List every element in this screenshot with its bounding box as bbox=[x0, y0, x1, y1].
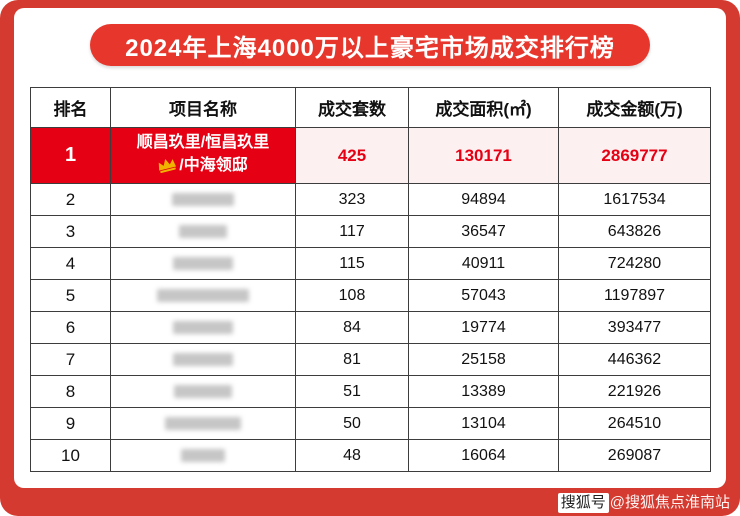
amount-cell: 1197897 bbox=[558, 279, 711, 312]
units-cell: 425 bbox=[295, 127, 409, 184]
units-cell: 117 bbox=[295, 215, 409, 248]
blurred-project-name bbox=[173, 320, 233, 334]
title-banner: 2024年上海4000万以上豪宅市场成交排行榜 bbox=[90, 24, 650, 66]
project-name-line2-wrap: /中海领邸 bbox=[115, 155, 291, 179]
amount-cell: 643826 bbox=[558, 215, 711, 248]
project-name-cell bbox=[110, 375, 296, 408]
table-row: 7 81 25158 446362 bbox=[30, 343, 711, 376]
units-cell: 50 bbox=[295, 407, 409, 440]
watermark: 搜狐号 @搜狐焦点淮南站 bbox=[557, 493, 730, 513]
ranking-card: 2024年上海4000万以上豪宅市场成交排行榜 排名 项目名称 成交套数 成交面… bbox=[14, 8, 726, 488]
area-cell: 57043 bbox=[408, 279, 559, 312]
project-name-cell bbox=[110, 407, 296, 440]
ranking-table: 排名 项目名称 成交套数 成交面积(㎡) 成交金额(万) 1 顺昌玖里/恒昌玖里 bbox=[30, 87, 711, 472]
header-row: 排名 项目名称 成交套数 成交面积(㎡) 成交金额(万) bbox=[30, 87, 711, 128]
area-cell: 13389 bbox=[408, 375, 559, 408]
project-name-cell bbox=[110, 279, 296, 312]
amount-cell: 2869777 bbox=[558, 127, 711, 184]
units-cell: 115 bbox=[295, 247, 409, 280]
area-cell: 16064 bbox=[408, 439, 559, 472]
amount-cell: 269087 bbox=[558, 439, 711, 472]
project-name-cell bbox=[110, 183, 296, 216]
crown-icon bbox=[156, 155, 180, 181]
units-cell: 51 bbox=[295, 375, 409, 408]
amount-cell: 446362 bbox=[558, 343, 711, 376]
table-row: 9 50 13104 264510 bbox=[30, 407, 711, 440]
watermark-badge: 搜狐号 bbox=[557, 493, 609, 513]
table-row: 10 48 16064 269087 bbox=[30, 439, 711, 472]
rank-cell: 6 bbox=[30, 311, 111, 344]
project-name-cell bbox=[110, 343, 296, 376]
project-name-cell bbox=[110, 215, 296, 248]
ranking-table-wrap: 排名 项目名称 成交套数 成交面积(㎡) 成交金额(万) 1 顺昌玖里/恒昌玖里 bbox=[30, 87, 711, 472]
table-row: 2 323 94894 1617534 bbox=[30, 183, 711, 216]
header-rank: 排名 bbox=[30, 87, 111, 128]
blurred-project-name bbox=[157, 288, 249, 302]
table-row: 5 108 57043 1197897 bbox=[30, 279, 711, 312]
table-row: 3 117 36547 643826 bbox=[30, 215, 711, 248]
project-name-line2: /中海领邸 bbox=[179, 156, 248, 174]
area-cell: 13104 bbox=[408, 407, 559, 440]
area-cell: 19774 bbox=[408, 311, 559, 344]
table-row: 8 51 13389 221926 bbox=[30, 375, 711, 408]
amount-cell: 221926 bbox=[558, 375, 711, 408]
project-name-cell bbox=[110, 311, 296, 344]
blurred-project-name bbox=[181, 448, 225, 462]
rank-cell: 9 bbox=[30, 407, 111, 440]
area-cell: 94894 bbox=[408, 183, 559, 216]
blurred-project-name bbox=[174, 384, 232, 398]
header-project-name: 项目名称 bbox=[110, 87, 296, 128]
watermark-text: @搜狐焦点淮南站 bbox=[609, 494, 730, 511]
table-row-rank1: 1 顺昌玖里/恒昌玖里 /中海领邸 bbox=[30, 127, 711, 184]
area-cell: 40911 bbox=[408, 247, 559, 280]
page-title: 2024年上海4000万以上豪宅市场成交排行榜 bbox=[125, 34, 615, 62]
units-cell: 84 bbox=[295, 311, 409, 344]
blurred-project-name bbox=[165, 416, 241, 430]
table-row: 4 115 40911 724280 bbox=[30, 247, 711, 280]
area-cell: 25158 bbox=[408, 343, 559, 376]
area-cell: 130171 bbox=[408, 127, 559, 184]
rank-cell: 1 bbox=[30, 127, 111, 184]
blurred-project-name bbox=[173, 352, 233, 366]
project-name-cell bbox=[110, 439, 296, 472]
rank-cell: 2 bbox=[30, 183, 111, 216]
header-amount: 成交金额(万) bbox=[558, 87, 711, 128]
blurred-project-name bbox=[173, 256, 233, 270]
amount-cell: 264510 bbox=[558, 407, 711, 440]
units-cell: 323 bbox=[295, 183, 409, 216]
table-row: 6 84 19774 393477 bbox=[30, 311, 711, 344]
project-name-cell: 顺昌玖里/恒昌玖里 /中海领邸 bbox=[110, 127, 296, 184]
rank-cell: 10 bbox=[30, 439, 111, 472]
header-units-sold: 成交套数 bbox=[295, 87, 409, 128]
units-cell: 81 bbox=[295, 343, 409, 376]
rank-cell: 3 bbox=[30, 215, 111, 248]
project-name-line1: 顺昌玖里/恒昌玖里 bbox=[136, 134, 270, 152]
amount-cell: 724280 bbox=[558, 247, 711, 280]
blurred-project-name bbox=[172, 192, 234, 206]
project-name-cell bbox=[110, 247, 296, 280]
units-cell: 108 bbox=[295, 279, 409, 312]
rank-cell: 4 bbox=[30, 247, 111, 280]
amount-cell: 1617534 bbox=[558, 183, 711, 216]
rank-cell: 7 bbox=[30, 343, 111, 376]
header-area: 成交面积(㎡) bbox=[408, 87, 559, 128]
rank-cell: 8 bbox=[30, 375, 111, 408]
amount-cell: 393477 bbox=[558, 311, 711, 344]
rank-cell: 5 bbox=[30, 279, 111, 312]
area-cell: 36547 bbox=[408, 215, 559, 248]
units-cell: 48 bbox=[295, 439, 409, 472]
blurred-project-name bbox=[179, 224, 227, 238]
